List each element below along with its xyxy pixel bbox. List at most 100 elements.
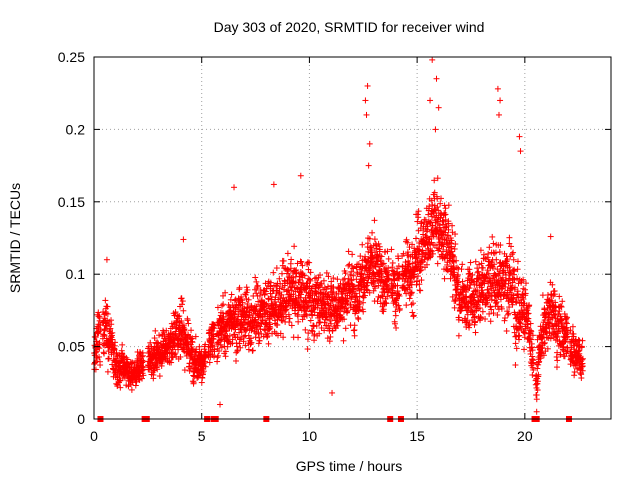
data-point bbox=[112, 339, 119, 346]
data-point bbox=[305, 330, 312, 337]
data-point bbox=[487, 318, 494, 325]
data-point bbox=[308, 327, 315, 334]
data-point bbox=[139, 352, 146, 359]
x-tick-label: 20 bbox=[517, 428, 533, 444]
x-tick-label: 10 bbox=[302, 428, 318, 444]
data-point bbox=[124, 356, 131, 363]
data-point bbox=[489, 233, 496, 240]
data-point bbox=[317, 319, 324, 326]
data-point bbox=[451, 304, 458, 311]
data-point bbox=[298, 258, 305, 265]
data-point bbox=[563, 320, 570, 327]
data-point bbox=[181, 326, 188, 333]
data-point bbox=[261, 291, 268, 298]
data-point bbox=[247, 340, 254, 347]
data-point bbox=[280, 257, 287, 264]
data-points bbox=[91, 56, 586, 415]
data-point bbox=[477, 247, 484, 254]
data-point bbox=[270, 181, 277, 188]
data-point bbox=[202, 341, 209, 348]
data-point bbox=[100, 331, 107, 338]
data-point bbox=[217, 401, 224, 408]
data-point bbox=[222, 289, 229, 296]
data-point bbox=[256, 337, 263, 344]
data-point bbox=[441, 275, 448, 282]
data-point bbox=[215, 352, 222, 359]
data-point bbox=[320, 277, 327, 284]
data-point bbox=[236, 340, 243, 347]
data-point bbox=[175, 313, 182, 320]
data-point bbox=[255, 340, 262, 347]
data-point bbox=[129, 379, 136, 386]
data-point bbox=[445, 202, 452, 209]
data-point bbox=[295, 318, 302, 325]
data-point bbox=[117, 384, 124, 391]
data-point bbox=[188, 327, 195, 334]
data-point bbox=[277, 306, 284, 313]
data-point bbox=[316, 319, 323, 326]
data-point bbox=[494, 85, 501, 92]
data-point bbox=[323, 269, 330, 276]
data-point bbox=[214, 304, 221, 311]
x-tick-label: 5 bbox=[198, 428, 206, 444]
data-point bbox=[233, 357, 240, 364]
data-point bbox=[224, 343, 231, 350]
data-point bbox=[547, 233, 554, 240]
data-point bbox=[284, 250, 291, 257]
data-point bbox=[228, 291, 235, 298]
data-point bbox=[298, 291, 305, 298]
y-tick-label: 0.15 bbox=[58, 194, 85, 210]
data-point bbox=[318, 280, 325, 287]
data-point bbox=[244, 286, 251, 293]
data-point bbox=[339, 291, 346, 298]
data-point bbox=[427, 97, 434, 104]
data-point bbox=[262, 288, 269, 295]
data-point bbox=[179, 298, 186, 305]
data-point bbox=[342, 325, 349, 332]
data-point bbox=[128, 386, 135, 393]
data-point bbox=[329, 389, 336, 396]
data-point bbox=[291, 284, 298, 291]
data-point bbox=[346, 261, 353, 268]
data-point bbox=[304, 336, 311, 343]
data-point bbox=[371, 236, 378, 243]
data-point bbox=[140, 372, 147, 379]
data-point bbox=[152, 327, 159, 334]
data-point bbox=[216, 348, 223, 355]
data-point bbox=[231, 184, 238, 191]
data-point bbox=[303, 312, 310, 319]
data-point bbox=[163, 327, 170, 334]
data-point bbox=[349, 251, 356, 258]
data-point bbox=[328, 320, 335, 327]
data-point bbox=[433, 75, 440, 82]
data-point bbox=[459, 261, 466, 268]
data-point bbox=[317, 272, 324, 279]
data-point bbox=[342, 270, 349, 277]
data-point bbox=[295, 334, 302, 341]
data-point bbox=[429, 56, 436, 63]
data-point bbox=[351, 286, 358, 293]
data-point bbox=[254, 319, 261, 326]
y-tick-label: 0.25 bbox=[58, 49, 85, 65]
data-point bbox=[255, 298, 262, 305]
data-point bbox=[258, 296, 265, 303]
data-point bbox=[242, 342, 249, 349]
data-point bbox=[434, 260, 441, 267]
data-point bbox=[109, 329, 116, 336]
data-point bbox=[189, 378, 196, 385]
data-point bbox=[351, 332, 358, 339]
data-point bbox=[559, 298, 566, 305]
data-point bbox=[351, 322, 358, 329]
data-point bbox=[325, 273, 332, 280]
data-point bbox=[357, 253, 364, 260]
data-point bbox=[273, 265, 280, 272]
data-point bbox=[393, 324, 400, 331]
data-point bbox=[517, 148, 524, 155]
data-point bbox=[287, 265, 294, 272]
data-point bbox=[579, 337, 586, 344]
y-tick-label: 0.2 bbox=[66, 121, 86, 137]
data-point bbox=[292, 310, 299, 317]
data-point bbox=[330, 275, 337, 282]
data-point bbox=[265, 296, 272, 303]
